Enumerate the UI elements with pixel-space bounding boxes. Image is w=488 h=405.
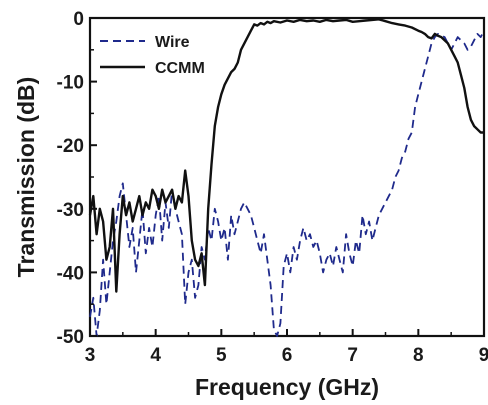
legend-wire-label: Wire — [155, 34, 190, 51]
x-axis-label: Frequency (GHz) — [195, 374, 379, 400]
legend: Wire CCMM — [100, 34, 205, 77]
series-line-ccmm — [88, 18, 484, 293]
x-tick-label: 8 — [413, 345, 424, 366]
plot-frame — [88, 16, 486, 338]
y-tick-label: 0 — [73, 9, 84, 30]
x-tick-label: 7 — [347, 345, 358, 366]
y-tick-label: -10 — [57, 73, 84, 94]
ticks-layer: 3 4 5 6 7 8 9 0 -10 -20 -30 -40 -50 — [57, 9, 488, 366]
y-tick-label: -50 — [57, 327, 84, 348]
y-tick-label: -20 — [57, 136, 84, 157]
legend-ccmm-label: CCMM — [155, 60, 205, 77]
x-tick-label: 5 — [216, 345, 227, 366]
series-layer — [88, 18, 485, 337]
series-line-wire — [89, 30, 485, 337]
y-tick-label: -30 — [57, 200, 84, 221]
y-tick-label: -40 — [57, 263, 84, 284]
x-tick-label: 4 — [150, 345, 161, 366]
y-axis-label: Transmission (dB) — [13, 77, 39, 278]
x-tick-label: 9 — [479, 345, 488, 366]
x-tick-label: 6 — [282, 345, 293, 366]
x-tick-label: 3 — [85, 345, 96, 366]
